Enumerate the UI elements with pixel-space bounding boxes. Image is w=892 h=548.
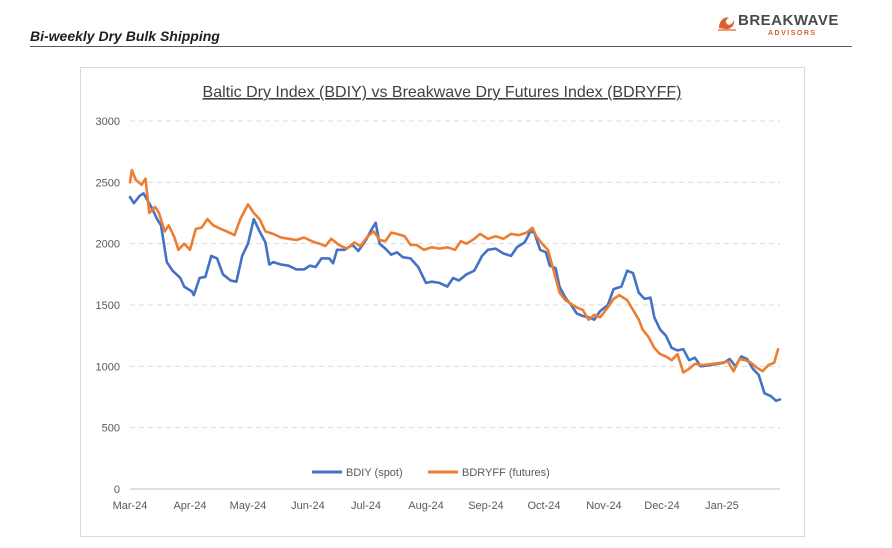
- x-tick-label: Sep-24: [468, 500, 503, 512]
- chart-frame: [80, 67, 805, 537]
- x-tick-label: May-24: [230, 500, 267, 512]
- report-title: Bi-weekly Dry Bulk Shipping: [30, 28, 220, 44]
- y-tick-label: 2500: [96, 177, 120, 189]
- x-tick-label: Jun-24: [291, 500, 325, 512]
- x-axis: Mar-24 Apr-24 May-24 Jun-24 Jul-24 Aug-24 Sep-…: [113, 488, 780, 512]
- x-tick-label: Mar-24: [113, 500, 148, 512]
- y-tick-label: 500: [102, 423, 120, 435]
- header-divider: [30, 46, 852, 47]
- gridlines: [130, 120, 780, 429]
- x-tick-label: Apr-24: [173, 500, 206, 512]
- y-tick-label: 1000: [96, 361, 120, 373]
- logo-sub-text: ADVISORS: [768, 30, 817, 37]
- y-tick-label: 1500: [96, 300, 120, 312]
- chart-title: Baltic Dry Index (BDIY) vs Breakwave Dry…: [203, 84, 682, 101]
- x-tick-label: Jul-24: [351, 500, 381, 512]
- wave-icon: [718, 17, 736, 31]
- x-tick-label: Aug-24: [408, 500, 443, 512]
- series-line-bdryff: [128, 168, 780, 374]
- x-tick-label: Jan-25: [705, 500, 739, 512]
- y-axis-ticks: 0 500 1000 1500 2000 2500 3000: [96, 116, 120, 496]
- x-tick-label: Nov-24: [586, 500, 621, 512]
- x-tick-label: Dec-24: [644, 500, 679, 512]
- series-line-bdiy: [128, 192, 782, 403]
- legend-label: BDRYFF (futures): [462, 467, 550, 479]
- logo-brand-text: BREAKWAVE: [738, 12, 839, 29]
- series-lines: [128, 168, 782, 403]
- legend: BDIY (spot) BDRYFF (futures): [312, 467, 550, 479]
- x-tick-label: Oct-24: [527, 500, 560, 512]
- breakwave-logo: BREAKWAVE ADVISORS: [716, 12, 846, 40]
- y-tick-label: 0: [114, 484, 120, 496]
- y-tick-label: 2000: [96, 239, 120, 251]
- legend-label: BDIY (spot): [346, 467, 403, 479]
- y-tick-label: 3000: [96, 116, 120, 128]
